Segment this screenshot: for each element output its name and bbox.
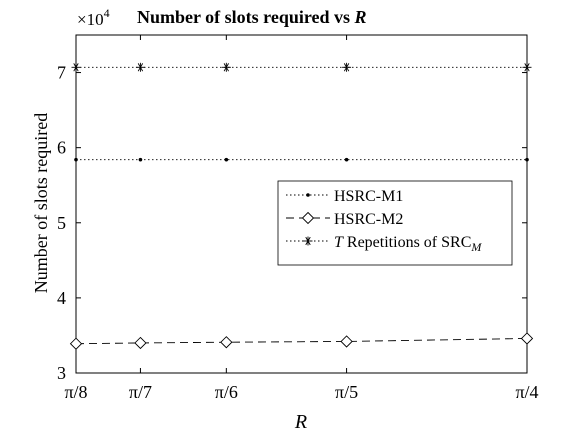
y-exponent-power: 4 <box>104 6 110 20</box>
data-point-dot <box>306 193 310 197</box>
y-tick-label: 7 <box>57 63 66 83</box>
x-tick-label: π/6 <box>215 382 238 402</box>
legend-label: HSRC-M1 <box>334 188 403 205</box>
y-tick-label: 4 <box>57 288 66 308</box>
x-tick-label: π/8 <box>64 382 87 402</box>
data-point-diamond <box>134 336 147 350</box>
data-point-asterisk <box>522 62 532 72</box>
series-3 <box>71 62 532 72</box>
y-tick-label: 6 <box>57 138 66 158</box>
legend-entry: HSRC-M1 <box>286 188 403 205</box>
data-point-dot <box>344 157 349 162</box>
legend-box <box>277 180 513 266</box>
legend-label-part: HSRC-M1 <box>334 188 403 205</box>
chart-title-variable: R <box>354 7 367 27</box>
data-point-asterisk <box>135 62 145 72</box>
data-point-asterisk <box>303 236 313 246</box>
x-tick-label: π/4 <box>515 382 538 402</box>
data-point-asterisk <box>342 62 352 72</box>
data-point-diamond <box>340 335 353 348</box>
legend-label: T Repetitions of SRCM <box>334 234 482 254</box>
y-axis-label: Number of slots required <box>31 113 51 293</box>
data-point-dot <box>525 157 529 162</box>
series-1 <box>74 157 529 162</box>
data-point-dot <box>138 157 143 162</box>
data-point-dot <box>74 157 78 162</box>
y-axis-ticks: 3 4 5 6 7 <box>57 63 527 383</box>
x-tick-label: π/7 <box>129 382 152 402</box>
y-exponent-label: ×104 <box>77 6 110 29</box>
chart-title: Number of slots required vs R <box>137 7 367 27</box>
chart-title-main: Number of slots required vs <box>137 7 355 27</box>
y-tick-label: 3 <box>57 363 66 383</box>
legend: HSRC-M1 HSRC-M2 T Repetitions of SRCM <box>277 180 513 266</box>
data-point-dot <box>224 157 229 162</box>
legend-entry: HSRC-M2 <box>286 211 403 228</box>
legend-label-part: M <box>470 240 482 254</box>
y-exponent-base: ×10 <box>77 10 104 29</box>
x-axis-ticks: π/8 π/7 π/6 π/5 π/4 <box>64 35 539 402</box>
legend-label-part: Repetitions of SRC <box>343 234 471 251</box>
legend-entries: HSRC-M1 HSRC-M2 T Repetitions of SRCM <box>286 188 482 254</box>
data-point-diamond <box>520 332 534 345</box>
series-layer <box>69 62 534 350</box>
data-point-diamond <box>69 337 83 350</box>
legend-label-part: HSRC-M2 <box>334 211 403 228</box>
x-tick-label: π/5 <box>335 382 358 402</box>
x-axis-label: R <box>294 411 307 433</box>
legend-label-part: T <box>334 234 344 251</box>
series-2 <box>69 332 534 350</box>
data-point-asterisk <box>71 62 81 72</box>
y-tick-label: 5 <box>57 213 66 233</box>
legend-label: HSRC-M2 <box>334 211 403 228</box>
legend-entry: T Repetitions of SRCM <box>286 234 482 254</box>
data-point-diamond <box>301 211 315 225</box>
data-point-diamond <box>220 336 233 349</box>
data-point-asterisk <box>221 62 231 72</box>
